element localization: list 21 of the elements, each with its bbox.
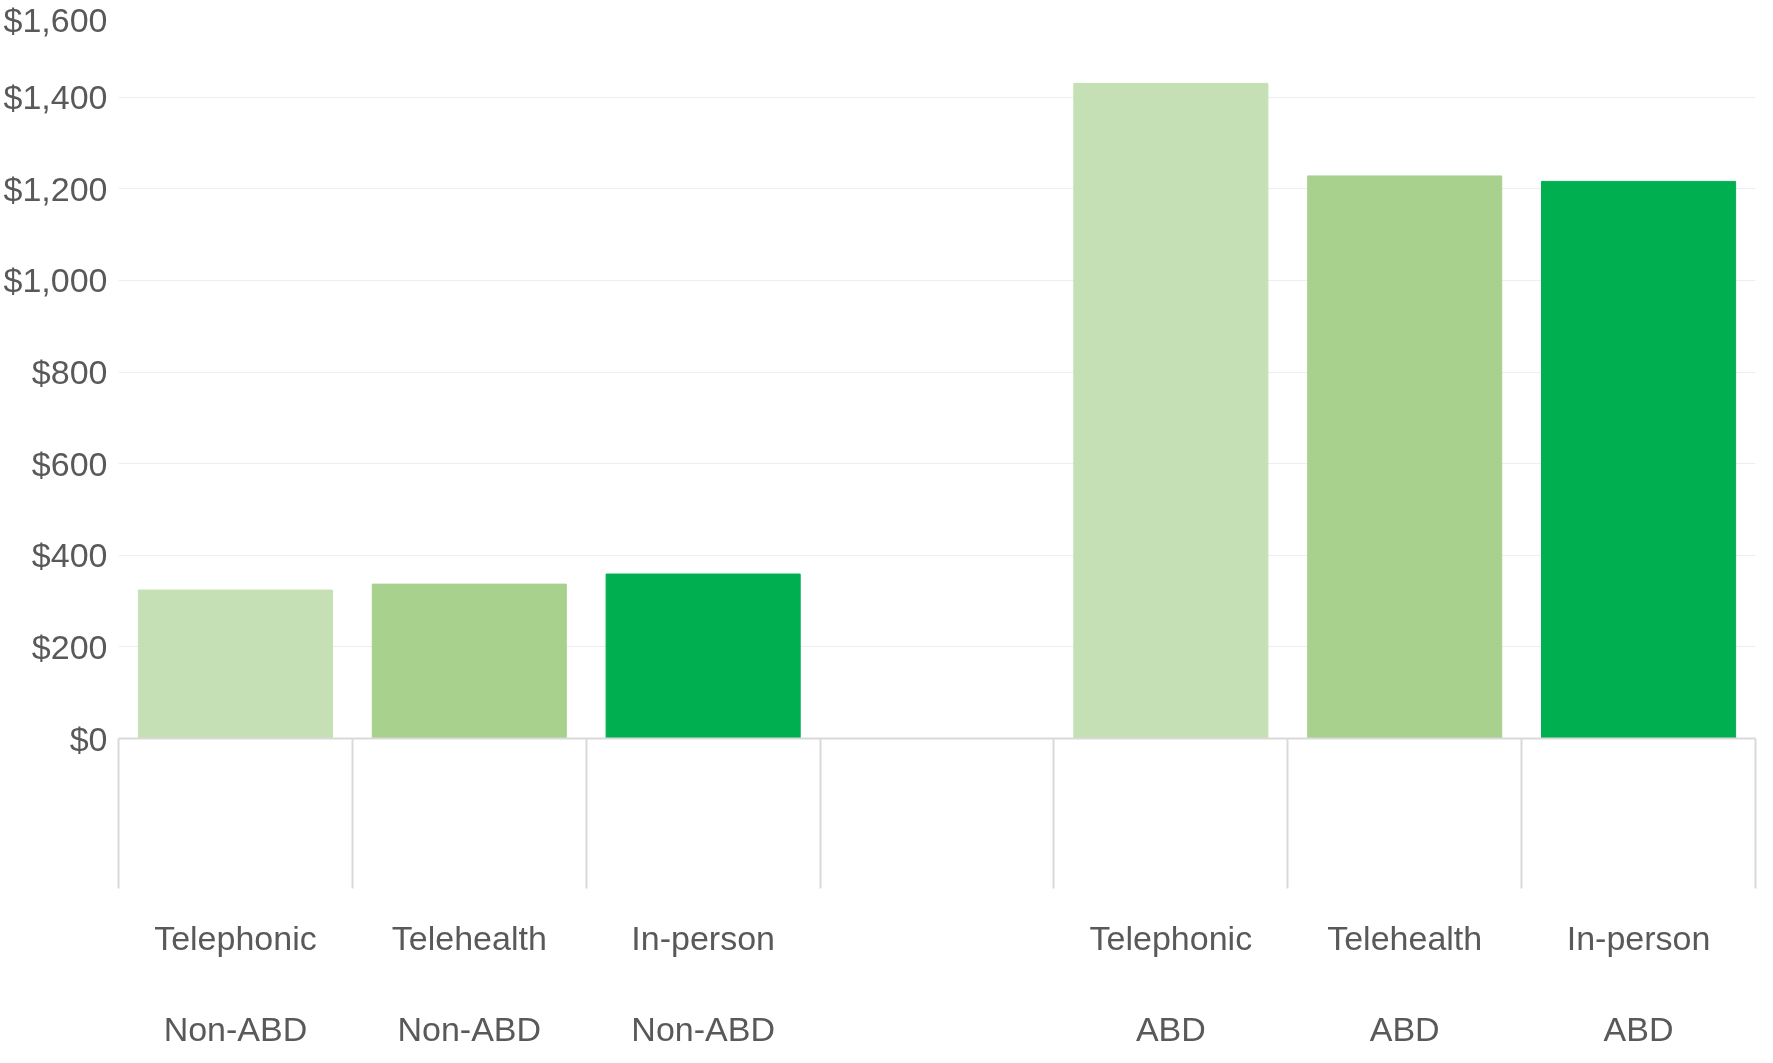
- category-label: In-person Non-ABD: [631, 918, 775, 1048]
- category-label: In-person ABD: [1566, 918, 1711, 1048]
- category-label: Telehealth Non-ABD: [391, 918, 547, 1048]
- bar: [137, 589, 333, 739]
- bar: [1073, 82, 1269, 739]
- y-tick-label: $1,200: [3, 169, 108, 208]
- y-tick-label: $1,400: [3, 78, 108, 117]
- y-tick-label: $1,000: [3, 261, 108, 300]
- y-tick-label: $400: [31, 536, 108, 575]
- bar: [371, 583, 567, 739]
- bar: [1307, 175, 1503, 739]
- y-tick-label: $1,600: [3, 0, 108, 39]
- y-tick-label: $0: [69, 719, 108, 758]
- bar: [1541, 180, 1737, 739]
- y-tick-label: $600: [31, 444, 108, 483]
- y-tick-label: $200: [31, 627, 108, 666]
- category-label: Telephonic ABD: [1089, 918, 1253, 1048]
- y-tick-label: $800: [31, 353, 108, 391]
- bar: [605, 573, 801, 739]
- category-label: Telehealth ABD: [1327, 918, 1483, 1048]
- category-label: Telephonic Non-ABD: [154, 918, 317, 1048]
